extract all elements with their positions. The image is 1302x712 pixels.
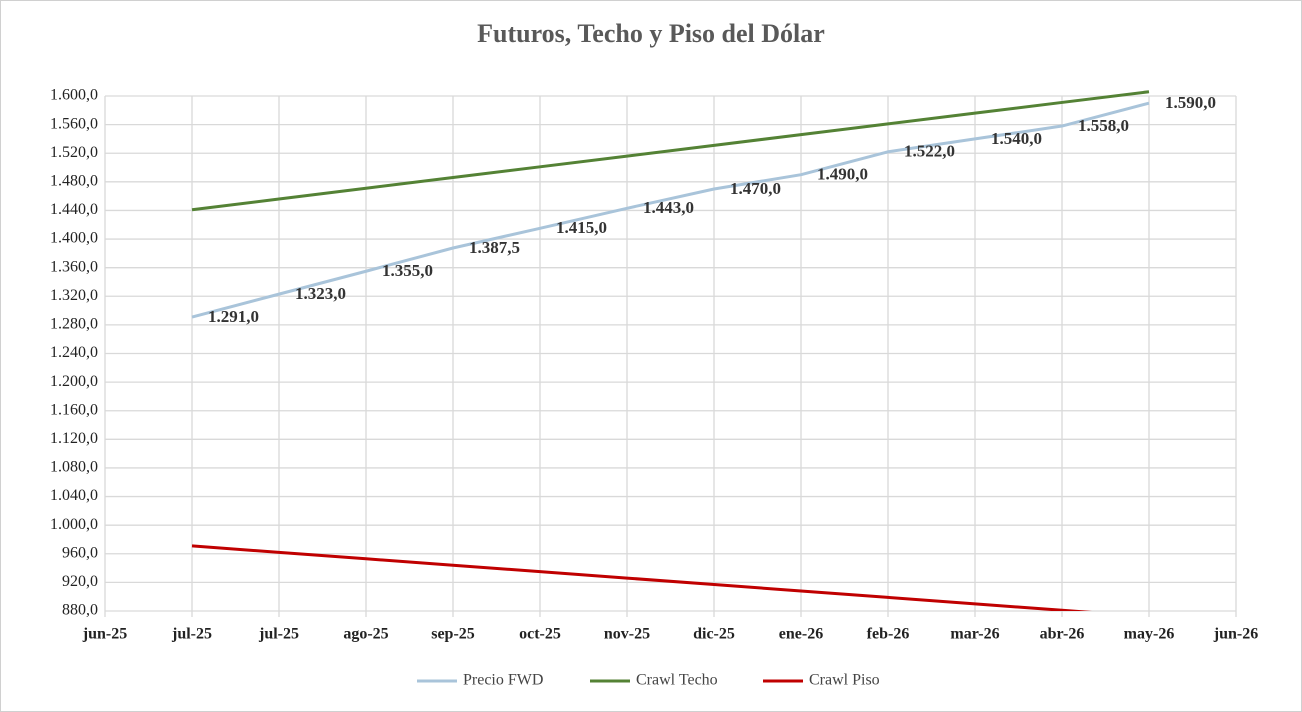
- data-label: 1.540,0: [991, 129, 1042, 148]
- x-tick-label: abr-26: [1040, 626, 1085, 643]
- x-tick-label: jul-25: [171, 626, 212, 643]
- legend-label: Crawl Piso: [809, 672, 880, 689]
- x-tick-label: ago-25: [343, 626, 388, 643]
- series-line: [191, 544, 1092, 611]
- x-tick-label: mar-26: [950, 626, 999, 643]
- y-tick-label: 1.480,0: [50, 173, 98, 190]
- plot-area: [191, 90, 1150, 611]
- y-tick-label: 1.560,0: [50, 115, 98, 132]
- y-tick-label: 1.320,0: [50, 287, 98, 304]
- x-tick-label: jun-26: [1213, 626, 1258, 643]
- x-tick-label: nov-25: [604, 626, 650, 643]
- x-tick-label: feb-26: [867, 626, 910, 643]
- y-tick-label: 880,0: [62, 602, 98, 619]
- y-tick-label: 1.080,0: [50, 459, 98, 476]
- y-tick-label: 1.200,0: [50, 373, 98, 390]
- data-label: 1.415,0: [556, 218, 607, 237]
- series-line: [191, 101, 1150, 319]
- x-tick-label: ene-26: [779, 626, 823, 643]
- y-tick-label: 1.120,0: [50, 430, 98, 447]
- data-label: 1.470,0: [730, 179, 781, 198]
- data-label: 1.558,0: [1078, 116, 1129, 135]
- data-label: 1.355,0: [382, 261, 433, 280]
- data-label: 1.522,0: [904, 142, 955, 161]
- data-label: 1.443,0: [643, 198, 694, 217]
- y-tick-label: 1.440,0: [50, 201, 98, 218]
- x-tick-label: jun-25: [82, 626, 127, 643]
- data-label: 1.291,0: [208, 307, 259, 326]
- y-tick-label: 1.040,0: [50, 487, 98, 504]
- chart-title: Futuros, Techo y Piso del Dólar: [477, 19, 825, 48]
- y-tick-label: 1.160,0: [50, 401, 98, 418]
- y-tick-label: 1.400,0: [50, 230, 98, 247]
- x-tick-label: sep-25: [431, 626, 475, 643]
- x-tick-label: dic-25: [693, 626, 735, 643]
- x-tick-label: may-26: [1124, 626, 1175, 643]
- legend-label: Precio FWD: [463, 672, 543, 689]
- legend-label: Crawl Techo: [636, 672, 718, 689]
- data-label: 1.387,5: [469, 238, 520, 257]
- data-label: 1.590,0: [1165, 93, 1216, 112]
- x-tick-label: oct-25: [519, 626, 561, 643]
- y-tick-label: 1.280,0: [50, 316, 98, 333]
- data-label: 1.323,0: [295, 284, 346, 303]
- y-tick-label: 1.240,0: [50, 344, 98, 361]
- y-tick-label: 920,0: [62, 573, 98, 590]
- y-tick-label: 1.000,0: [50, 516, 98, 533]
- y-tick-label: 1.520,0: [50, 144, 98, 161]
- y-tick-label: 1.600,0: [50, 87, 98, 104]
- x-tick-label: jul-25: [258, 626, 299, 643]
- series-line: [191, 90, 1150, 212]
- data-label: 1.490,0: [817, 165, 868, 184]
- y-tick-label: 1.360,0: [50, 258, 98, 275]
- y-tick-label: 960,0: [62, 544, 98, 561]
